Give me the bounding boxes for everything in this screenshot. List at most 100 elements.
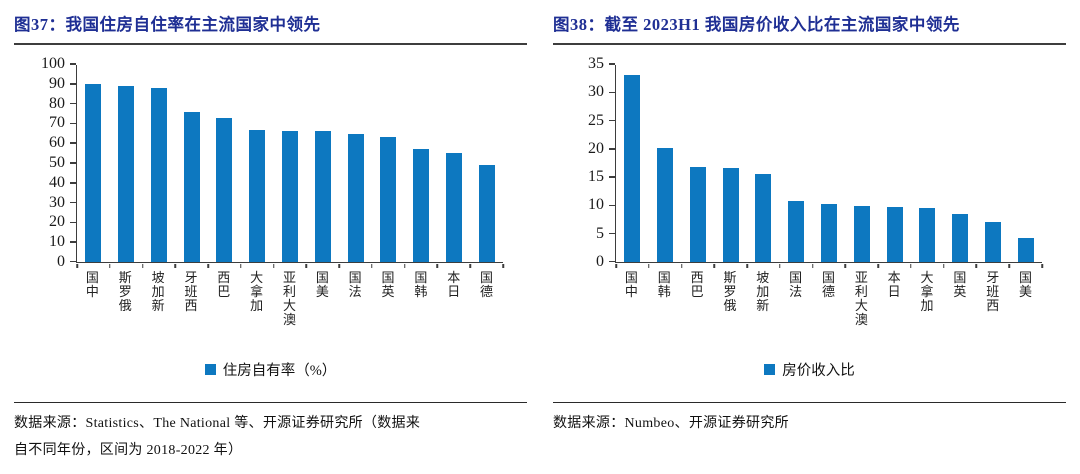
bar-slot [878, 65, 911, 262]
bar [820, 204, 837, 262]
bar [85, 83, 102, 262]
source-text: 数据来源：Numbeo、开源证券研究所 [553, 416, 789, 431]
bar-slot [470, 65, 503, 262]
x-axis-tick [272, 263, 275, 268]
bar [347, 134, 364, 262]
category-label: 国法 [789, 270, 803, 299]
y-axis-label: 100 [41, 55, 65, 72]
x-axis-tick [76, 263, 78, 268]
bar-slot [976, 65, 1009, 262]
bar-slot [911, 65, 944, 262]
y-axis-label: 70 [49, 114, 65, 132]
y-axis-tick [608, 204, 615, 207]
legend-swatch-icon [204, 364, 216, 375]
category-label: 国美 [1019, 270, 1033, 299]
bar-slot [437, 65, 470, 262]
bar [919, 207, 936, 262]
source-note: 数据来源：Statistics、The National 等、开源证券研究所（数… [14, 402, 527, 464]
x-axis-tick [844, 263, 847, 268]
bar [624, 75, 641, 262]
y-axis-label: 5 [596, 224, 604, 242]
legend-label: 房价收入比 [782, 363, 855, 379]
y-axis-tick [608, 63, 615, 65]
y-axis-tick [69, 63, 76, 65]
y-axis-tick [69, 241, 76, 243]
bar-slot [306, 65, 339, 262]
x-axis-tick [174, 263, 177, 268]
bar [118, 85, 135, 262]
bar-slot [110, 65, 143, 262]
source-note: 数据来源：Numbeo、开源证券研究所 [553, 402, 1066, 437]
bar [722, 167, 739, 262]
bar-slot [241, 65, 274, 262]
y-axis-tick [608, 176, 615, 178]
category-label: 国中 [624, 270, 638, 299]
x-axis-tick [371, 263, 373, 268]
category-label: 本日 [887, 270, 901, 299]
plot-area: 0 5 10 15 20 25 30 35 [588, 56, 1043, 270]
bar [689, 166, 706, 262]
bar-slot [274, 65, 307, 262]
y-axis-tick [608, 260, 615, 262]
y-axis-label: 50 [49, 154, 65, 171]
bar-slot [649, 65, 682, 262]
bar [755, 173, 772, 262]
category-label: 牙班西 [184, 270, 198, 313]
bar [249, 130, 266, 262]
y-axis-label: 0 [57, 253, 65, 270]
category-label: 亚利大澳 [854, 270, 868, 327]
y-axis-label: 60 [49, 134, 65, 152]
category-label: 大拿加 [920, 270, 934, 313]
bar [788, 200, 805, 262]
category-label: 西巴 [217, 270, 231, 299]
divider [553, 402, 1066, 403]
category-label: 斯罗俄 [118, 270, 132, 313]
y-axis-tick [69, 122, 76, 125]
x-axis-tick [1041, 263, 1043, 268]
x-axis-tick [207, 263, 209, 268]
bar [183, 111, 200, 262]
x-axis-tick [109, 263, 111, 268]
source-text-block: 数据来源：Statistics、The National 等、开源证券研究所（数… [14, 410, 527, 464]
y-axis-label: 30 [49, 193, 65, 211]
x-axis-tick [975, 263, 978, 268]
bar [380, 137, 397, 262]
x-axis-tick [615, 263, 617, 268]
bar-slot [77, 65, 110, 262]
x-axis-tick [469, 263, 471, 268]
category-label: 亚利大澳 [282, 270, 296, 327]
x-axis-category-labels: 国中 斯罗俄 坡加新 牙班西 西巴 大拿加 亚利大澳 国美国法国英国韩本日国德 [76, 263, 503, 355]
legend-label: 住房自有率（%） [222, 363, 337, 379]
category-label: 国英 [953, 270, 967, 299]
x-axis-tick [779, 263, 781, 268]
y-axis-label: 40 [49, 173, 65, 191]
bar [952, 214, 969, 262]
y-axis-label: 20 [49, 213, 65, 231]
bar [413, 149, 430, 262]
bar-slot [208, 65, 241, 262]
x-axis-category-labels: 国中国韩西巴 斯罗俄 坡加新 国法国德 亚利大澳 本日 大拿加 国英 牙班西 国美 [615, 263, 1042, 355]
x-axis-tick [436, 263, 439, 268]
bar-slot [143, 65, 176, 262]
bars-container [77, 65, 503, 262]
y-axis-tick [69, 142, 76, 144]
x-axis-tick [910, 263, 912, 268]
figure-38-title: 图38：截至 2023H1 我国房价收入比在主流国家中领先 [553, 8, 1066, 45]
bar-slot [175, 65, 208, 262]
chart-panel-home-ownership: 图37：我国住房自住率在主流国家中领先 0 10 20 30 40 50 60 70 80 90 1… [14, 8, 527, 474]
x-axis-tick [713, 263, 716, 268]
x-axis-tick [141, 263, 144, 268]
bar-slot [339, 65, 372, 262]
category-label: 国法 [348, 270, 362, 299]
x-axis-tick [1008, 263, 1010, 268]
source-text: 自不同年份，区间为 2018-2022 年） [14, 443, 243, 458]
bar-chart-home-ownership: 0 10 20 30 40 50 60 70 80 90 100 国中 斯罗俄 坡加新 牙班西 西巴 大拿加 亚… [14, 56, 527, 355]
y-axis-tick [608, 148, 615, 150]
bar [216, 118, 233, 262]
x-axis-tick [680, 263, 683, 268]
x-axis-tick [305, 263, 308, 268]
x-axis-tick [502, 263, 504, 268]
category-label: 国德 [821, 270, 835, 299]
bar [886, 206, 903, 262]
